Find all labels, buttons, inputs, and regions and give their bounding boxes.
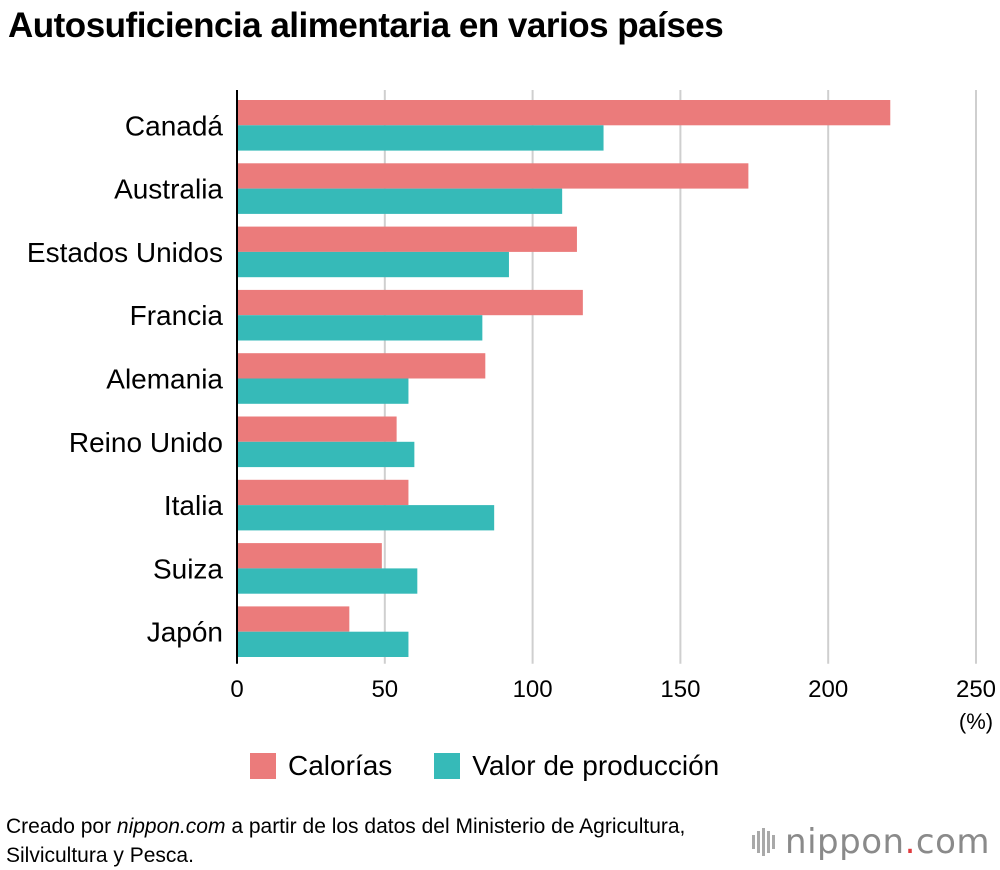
bar-valor bbox=[237, 631, 409, 657]
x-tick-labels: 0 50 100 150 200 250 bbox=[230, 676, 996, 703]
category-label: Reino Unido bbox=[69, 427, 223, 458]
legend-item-valor: Valor de producción bbox=[434, 750, 719, 782]
category-labels: Canadá Australia Estados Unidos Francia Alem… bbox=[27, 110, 224, 647]
x-tick-label: 250 bbox=[956, 676, 996, 703]
bar-calorias bbox=[237, 163, 749, 189]
bar-calorias bbox=[237, 543, 382, 569]
bar-calorias bbox=[237, 479, 409, 506]
bar-valor bbox=[237, 441, 415, 468]
bar-valor bbox=[237, 188, 563, 214]
x-tick-label: 100 bbox=[513, 676, 553, 703]
bar-valor bbox=[237, 125, 604, 151]
x-tick-label: 0 bbox=[230, 676, 243, 703]
legend: Calorías Valor de producción bbox=[250, 750, 761, 782]
legend-item-calorias: Calorías bbox=[250, 750, 392, 782]
source-prefix: Creado por bbox=[6, 815, 117, 838]
category-label: Japón bbox=[147, 617, 223, 648]
logo-name: nippon bbox=[785, 822, 905, 862]
bar-valor bbox=[237, 378, 409, 404]
x-unit-label: (%) bbox=[959, 709, 993, 734]
x-tick-label: 200 bbox=[808, 676, 848, 703]
bars bbox=[237, 100, 891, 657]
bar-calorias bbox=[237, 289, 583, 316]
legend-label-valor: Valor de producción bbox=[472, 750, 720, 781]
bar-calorias bbox=[237, 353, 486, 379]
logo-tld: com bbox=[915, 822, 990, 862]
bar-calorias bbox=[237, 606, 350, 632]
category-label: Estados Unidos bbox=[27, 237, 223, 268]
bar-valor bbox=[237, 568, 418, 594]
category-label: Canadá bbox=[125, 110, 224, 141]
legend-swatch-calorias bbox=[250, 753, 276, 779]
bar-calorias bbox=[237, 416, 397, 442]
category-label: Italia bbox=[164, 490, 224, 521]
bar-valor bbox=[237, 315, 483, 341]
bar-valor bbox=[237, 505, 495, 531]
category-label: Alemania bbox=[106, 364, 223, 395]
category-label: Francia bbox=[130, 300, 224, 331]
category-label: Suiza bbox=[153, 553, 223, 584]
bar-calorias bbox=[237, 226, 577, 252]
logo-dot: . bbox=[904, 822, 916, 862]
x-tick-label: 150 bbox=[660, 676, 700, 703]
legend-swatch-valor bbox=[434, 753, 461, 779]
source-note: Creado por nippon.com a partir de los da… bbox=[6, 812, 726, 870]
chart-title: Autosuficiencia alimentaria en varios pa… bbox=[8, 6, 724, 45]
category-label: Australia bbox=[114, 174, 223, 205]
x-tick-label: 50 bbox=[371, 676, 398, 703]
source-site: nippon.com bbox=[116, 815, 226, 838]
source-suffix: a partir de los datos del Ministerio de … bbox=[6, 815, 686, 867]
bar-valor bbox=[237, 251, 509, 278]
legend-label-calorias: Calorías bbox=[288, 750, 393, 781]
logo-mark-icon bbox=[752, 828, 777, 856]
nippon-logo: nippon. com bbox=[752, 822, 990, 862]
bar-calorias bbox=[237, 100, 891, 126]
